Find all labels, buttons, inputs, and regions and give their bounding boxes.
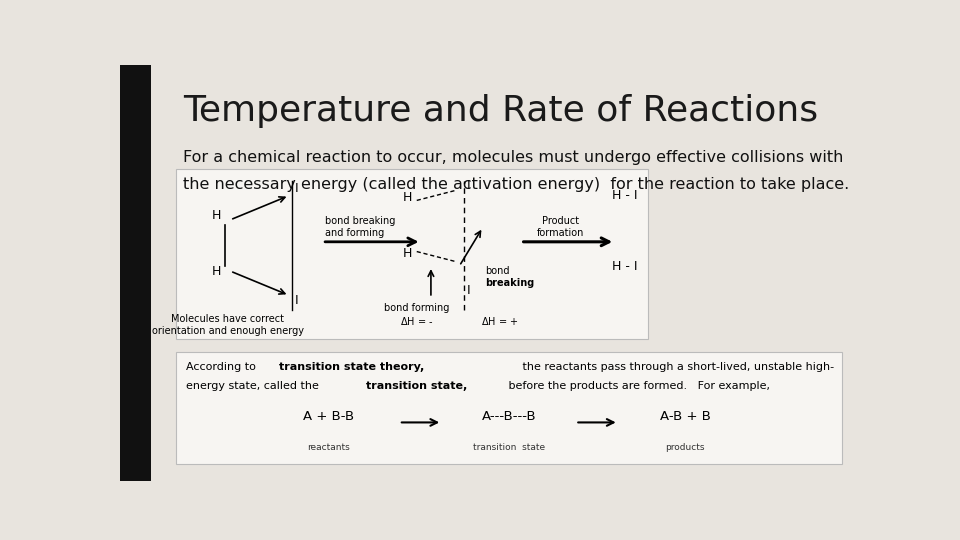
Text: Temperature and Rate of Reactions: Temperature and Rate of Reactions	[183, 94, 818, 128]
Bar	[120, 65, 152, 481]
Text: For a chemical reaction to occur, molecules must undergo effective collisions wi: For a chemical reaction to occur, molecu…	[183, 150, 844, 165]
FancyBboxPatch shape	[176, 168, 648, 339]
Text: the necessary energy (called the activation energy)  for the reaction to take pl: the necessary energy (called the activat…	[183, 177, 850, 192]
FancyBboxPatch shape	[176, 352, 842, 464]
